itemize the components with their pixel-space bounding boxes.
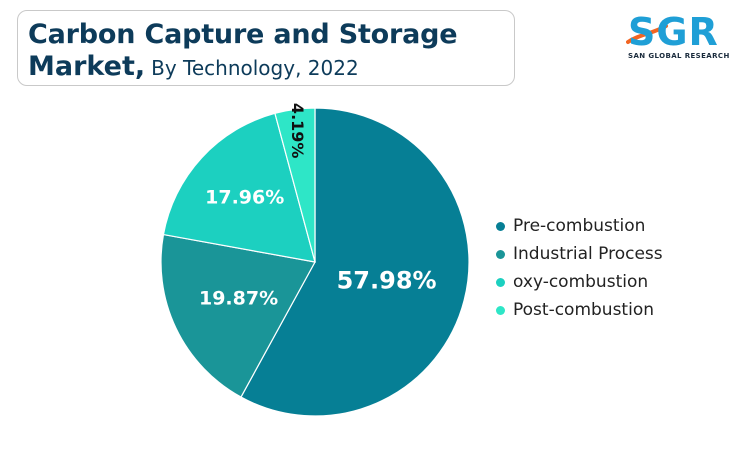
legend-swatch (496, 249, 505, 259)
pie-data-label: 4.19% (288, 103, 307, 159)
pie-data-label: 17.96% (205, 186, 284, 208)
chart-title-box: Carbon Capture and Storage Market, By Tec… (17, 10, 515, 86)
pie-slice-industrial-process (160, 233, 316, 398)
chart-subtitle-line: Market, By Technology, 2022 (28, 51, 359, 82)
pie-slice-pre-combustion (240, 107, 470, 417)
sgr-logo: SGR SAN GLOBAL RESEARCH (626, 10, 729, 64)
chart-title-market: Market, (28, 51, 146, 82)
logo-swoosh-icon (626, 24, 668, 44)
legend-item: Pre-combustion (496, 212, 663, 240)
legend-swatch (496, 221, 505, 231)
chart-legend: Pre-combustion Industrial Process oxy-comb… (496, 212, 663, 324)
pie-slice-post-combustion (274, 107, 316, 263)
pie-data-label: 19.87% (199, 287, 278, 309)
legend-label: oxy-combustion (513, 272, 649, 292)
pie-slice-oxy-combustion (162, 112, 316, 263)
legend-label: Pre-combustion (513, 216, 646, 236)
legend-swatch (496, 277, 505, 287)
logo-tagline: SAN GLOBAL RESEARCH (628, 52, 730, 60)
legend-label: Post-combustion (513, 300, 654, 320)
legend-label: Industrial Process (513, 244, 663, 264)
legend-swatch (496, 305, 505, 315)
pie-data-label: 57.98% (337, 266, 437, 294)
legend-item: Post-combustion (496, 296, 663, 324)
chart-subtitle: By Technology, 2022 (151, 56, 359, 80)
legend-item: Industrial Process (496, 240, 663, 268)
chart-title: Carbon Capture and Storage (28, 19, 458, 50)
legend-item: oxy-combustion (496, 268, 663, 296)
logo-letters: SGR (628, 10, 719, 54)
